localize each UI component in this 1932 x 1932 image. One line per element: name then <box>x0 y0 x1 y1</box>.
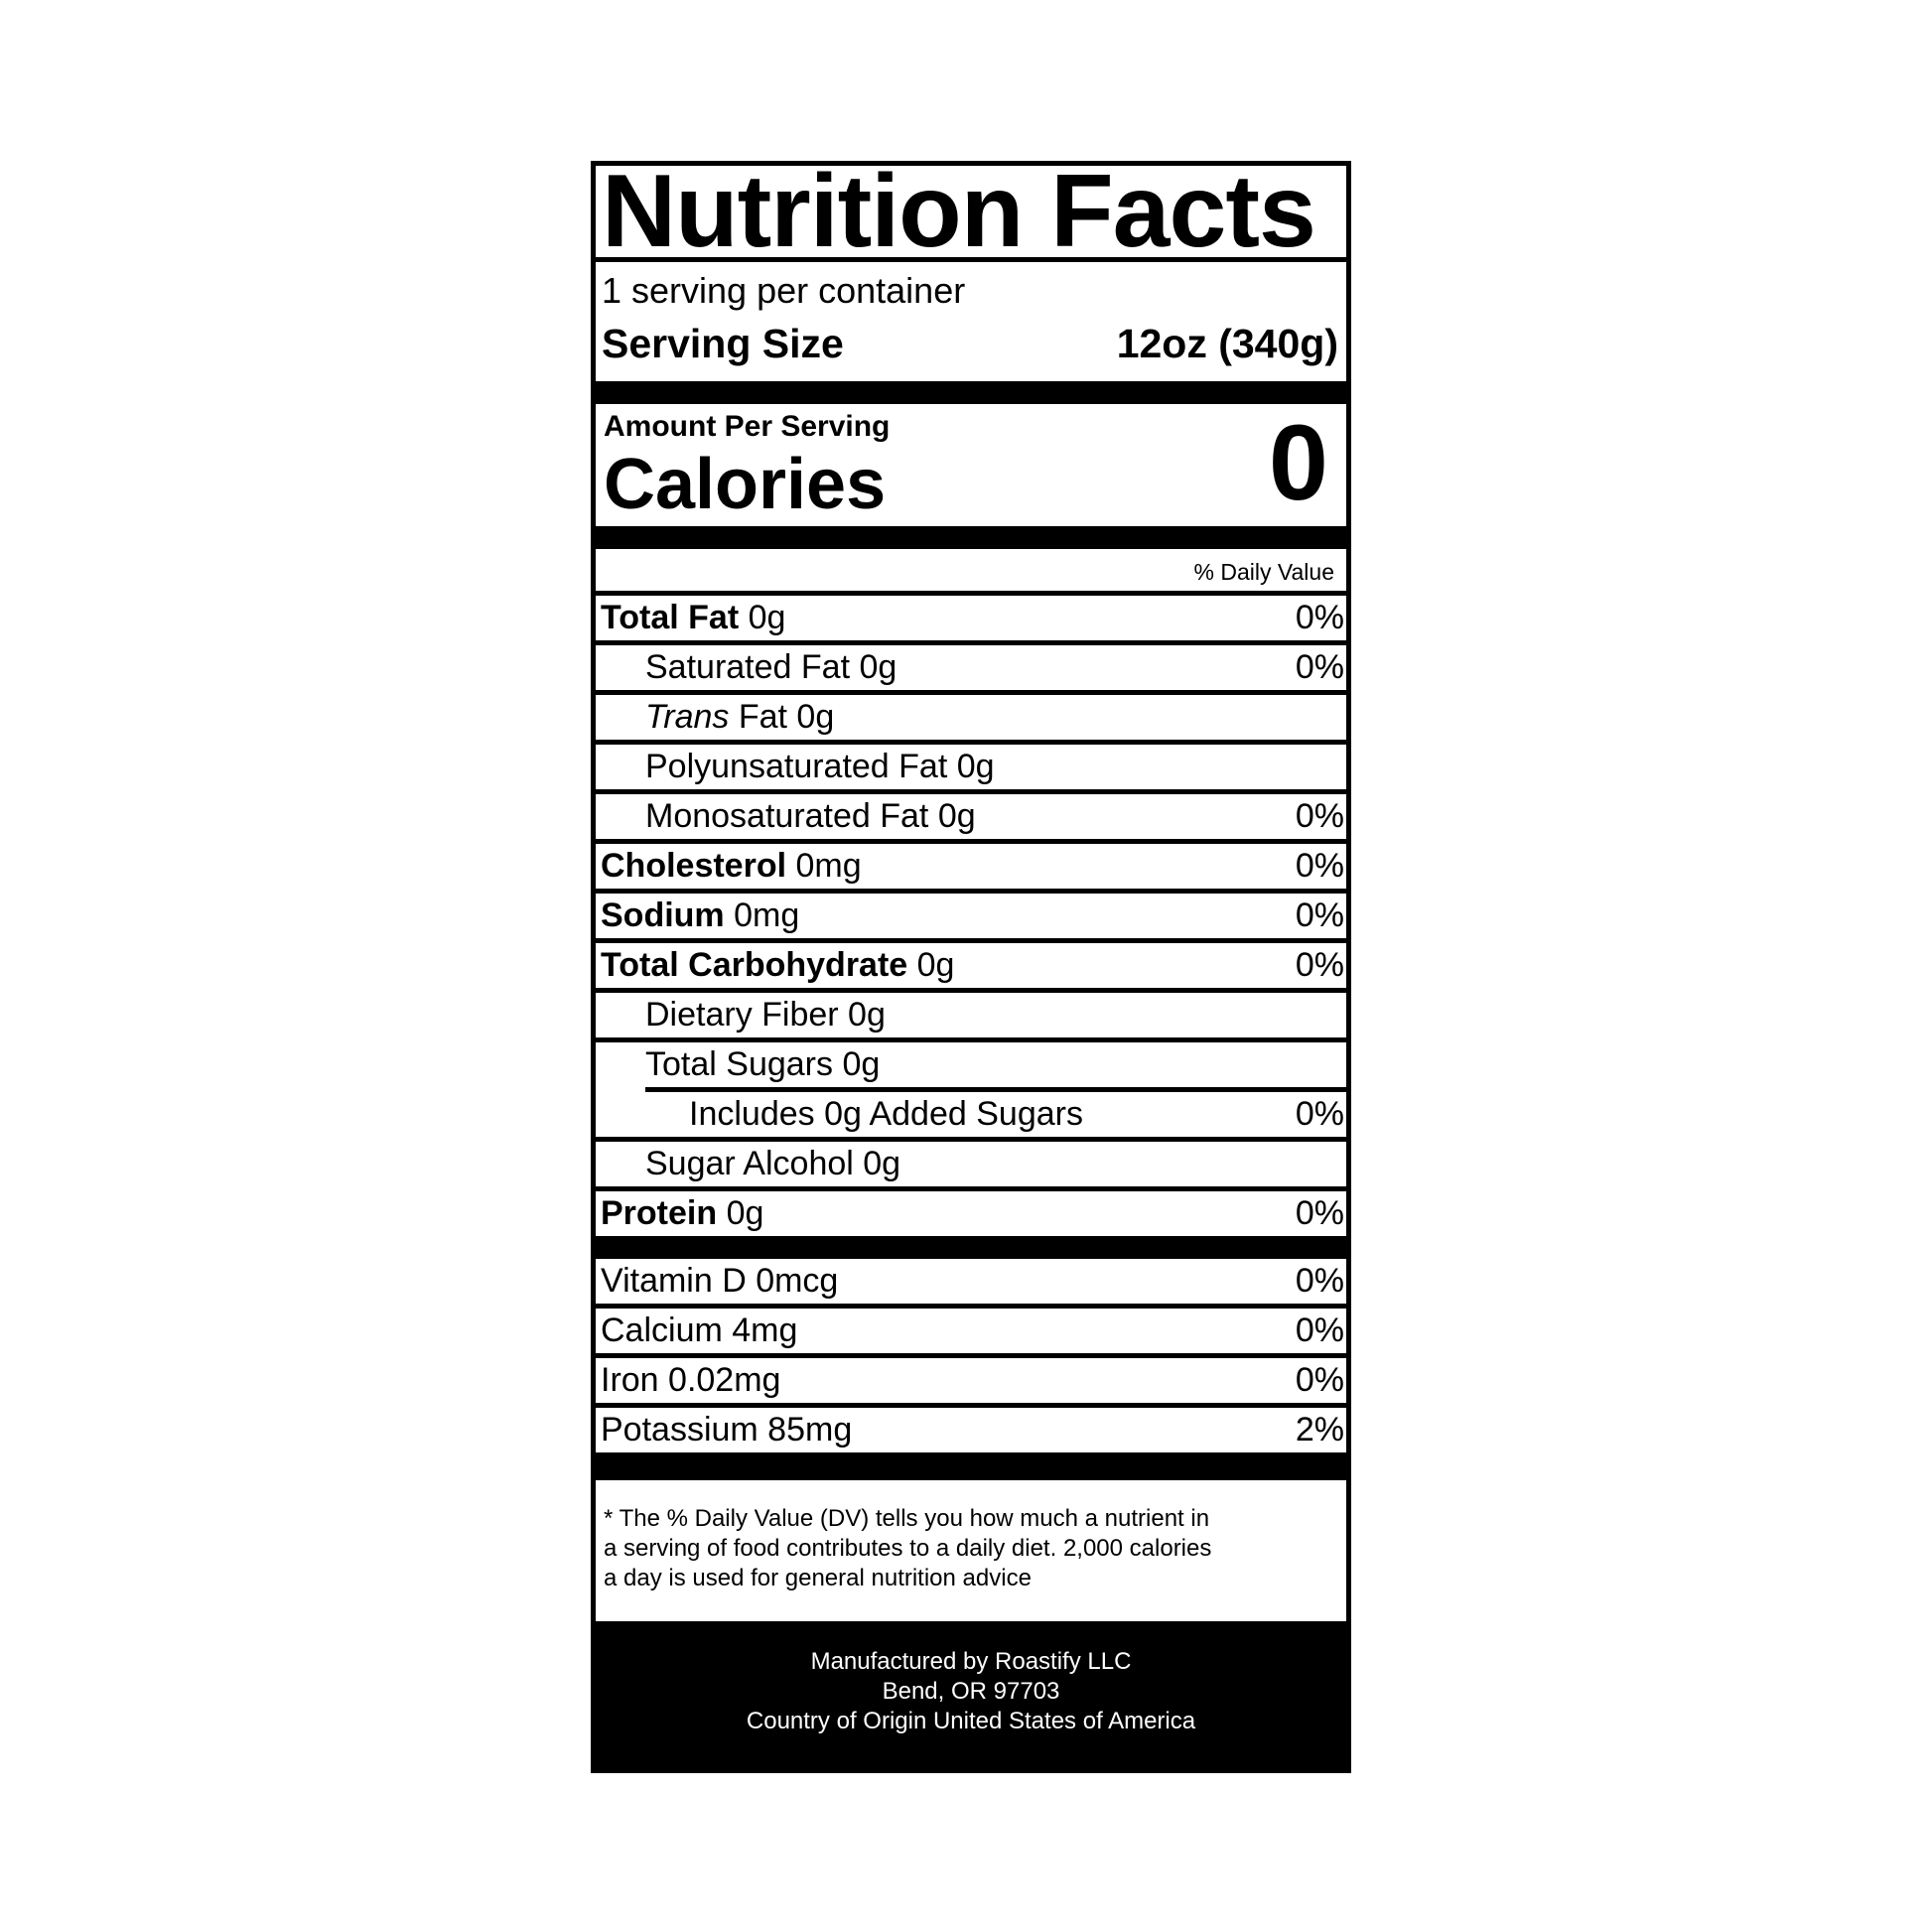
nutrient-name: Includes 0g Added Sugars <box>689 1095 1083 1133</box>
vitamin-row-vitamin-d: Vitamin D 0mcg 0% <box>596 1259 1346 1304</box>
manufacturer-info: Manufactured by Roastify LLC Bend, OR 97… <box>596 1621 1346 1736</box>
nutrient-row-cholesterol: Cholesterol 0mg 0% <box>596 844 1346 889</box>
nutrient-name: Total Fat <box>601 599 740 636</box>
nutrient-name: Monosaturated Fat 0g <box>645 797 976 835</box>
nutrient-name: Total Carbohydrate <box>601 946 908 984</box>
nutrient-dv: 0% <box>1295 648 1344 686</box>
nutrient-dv: 0% <box>1295 847 1344 885</box>
footnote-line: a day is used for general nutrition advi… <box>604 1565 1032 1591</box>
vitamin-row-potassium: Potassium 85mg 2% <box>596 1408 1346 1452</box>
vitamin-dv: 0% <box>1295 1361 1344 1399</box>
nutrient-row-protein: Protein 0g 0% <box>596 1191 1346 1236</box>
nutrient-amount: 0g <box>748 599 786 636</box>
serving-size-row: Serving Size 12oz (340g) <box>602 314 1338 373</box>
vitamin-name: Calcium 4mg <box>601 1311 798 1349</box>
nutrient-row-polyunsaturated-fat: Polyunsaturated Fat 0g <box>596 745 1346 789</box>
nutrient-name: Fat 0g <box>729 698 835 736</box>
nutrient-row-sugar-alcohol: Sugar Alcohol 0g <box>596 1142 1346 1186</box>
vitamin-row-calcium: Calcium 4mg 0% <box>596 1309 1346 1353</box>
calories-label: Calories <box>604 445 887 524</box>
nutrient-name: Total Sugars 0g <box>645 1045 881 1083</box>
daily-value-footnote: * The % Daily Value (DV) tells you how m… <box>596 1480 1346 1621</box>
nutrition-facts-label: Nutrition Facts 1 serving per container … <box>591 161 1351 1773</box>
nutrient-name: Polyunsaturated Fat 0g <box>645 748 995 785</box>
nutrient-row-sodium: Sodium 0mg 0% <box>596 894 1346 938</box>
nutrient-name-italic: Trans <box>645 698 730 736</box>
serving-size-value: 12oz (340g) <box>1116 321 1338 366</box>
nutrient-amount: 0g <box>916 946 955 984</box>
country-of-origin: Country of Origin United States of Ameri… <box>746 1708 1196 1734</box>
nutrient-row-saturated-fat: Saturated Fat 0g 0% <box>596 645 1346 690</box>
nutrient-name: Dietary Fiber 0g <box>645 996 886 1034</box>
nutrient-row-added-sugars: Includes 0g Added Sugars 0% <box>596 1087 1346 1137</box>
nutrient-dv: 0% <box>1295 797 1344 835</box>
nutrient-dv: 0% <box>1295 599 1344 636</box>
serving-section: 1 serving per container Serving Size 12o… <box>596 262 1346 381</box>
nutrient-row-dietary-fiber: Dietary Fiber 0g <box>596 993 1346 1037</box>
vitamin-dv: 0% <box>1295 1311 1344 1349</box>
nutrient-dv: 0% <box>1295 946 1344 984</box>
nutrient-amount: 0g <box>726 1194 764 1232</box>
calories-value: 0 <box>1268 402 1328 522</box>
manufacturer-name: Manufactured by Roastify LLC <box>810 1648 1132 1675</box>
nutrient-amount: 0mg <box>734 897 800 934</box>
vitamin-dv: 2% <box>1295 1411 1344 1449</box>
nutrient-dv: 0% <box>1295 1194 1344 1232</box>
vitamin-row-iron: Iron 0.02mg 0% <box>596 1358 1346 1403</box>
vitamin-name: Vitamin D 0mcg <box>601 1262 839 1300</box>
label-title: Nutrition Facts <box>596 166 1346 257</box>
nutrient-row-total-carbohydrate: Total Carbohydrate 0g 0% <box>596 943 1346 988</box>
manufacturer-address: Bend, OR 97703 <box>882 1678 1060 1705</box>
nutrient-row-total-fat: Total Fat 0g 0% <box>596 596 1346 640</box>
servings-per-container: 1 serving per container <box>602 270 966 311</box>
vitamin-name: Potassium 85mg <box>601 1411 853 1449</box>
vitamin-dv: 0% <box>1295 1262 1344 1300</box>
daily-value-header: % Daily Value <box>596 549 1346 591</box>
serving-size-label: Serving Size <box>602 321 844 366</box>
nutrient-row-trans-fat: Trans Fat 0g <box>596 695 1346 740</box>
nutrient-row-monosaturated-fat: Monosaturated Fat 0g 0% <box>596 794 1346 839</box>
nutrient-name: Protein <box>601 1194 718 1232</box>
nutrient-dv: 0% <box>1295 1095 1344 1133</box>
nutrient-dv: 0% <box>1295 897 1344 934</box>
nutrient-amount: 0mg <box>795 847 862 885</box>
nutrient-row-total-sugars: Total Sugars 0g <box>596 1042 1346 1087</box>
footnote-line: * The % Daily Value (DV) tells you how m… <box>604 1505 1210 1532</box>
nutrient-name: Cholesterol <box>601 847 787 885</box>
nutrient-name: Saturated Fat 0g <box>645 648 897 686</box>
nutrient-name: Sugar Alcohol 0g <box>645 1145 901 1182</box>
amount-per-serving: Amount Per Serving <box>604 410 891 443</box>
footnote-line: a serving of food contributes to a daily… <box>604 1535 1212 1562</box>
vitamin-name: Iron 0.02mg <box>601 1361 781 1399</box>
calories-section: Amount Per Serving Calories 0 <box>596 404 1346 526</box>
nutrient-name: Sodium <box>601 897 725 934</box>
